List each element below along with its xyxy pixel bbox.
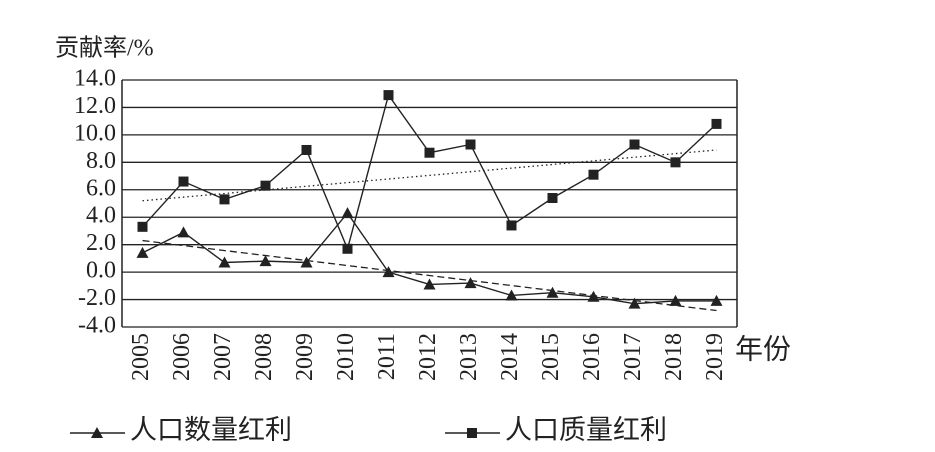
point — [219, 194, 230, 205]
y-axis-label: 贡献率/% — [55, 35, 154, 62]
series-line — [142, 211, 717, 305]
x-tick-label: 2007 — [210, 333, 236, 381]
point — [259, 255, 272, 267]
point — [300, 256, 313, 268]
x-tick-label: 2012 — [415, 333, 441, 381]
point — [178, 176, 189, 187]
y-tick-label: -4.0 — [78, 313, 116, 339]
point — [465, 139, 476, 150]
point — [670, 157, 681, 168]
x-tick-label: 2010 — [333, 333, 359, 381]
x-tick-label: 2009 — [292, 333, 318, 381]
series-line — [141, 93, 717, 251]
x-tick-label: 2011 — [374, 333, 400, 380]
legend-label: 人口质量红利 — [505, 415, 667, 445]
point — [588, 169, 599, 180]
point — [177, 226, 190, 238]
point — [341, 207, 354, 219]
x-tick-label: 2006 — [169, 333, 195, 381]
point — [424, 147, 435, 158]
point — [301, 144, 312, 155]
x-tick-label: 2017 — [620, 333, 646, 381]
point — [587, 290, 600, 302]
y-tick-label: 14.0 — [74, 66, 116, 92]
y-tick-label: 8.0 — [86, 148, 116, 174]
x-tick-label: 2005 — [128, 333, 154, 381]
point — [342, 243, 353, 254]
point — [260, 180, 271, 191]
point — [464, 277, 477, 289]
y-tick-label: 12.0 — [74, 93, 116, 119]
y-tick-label: 0.0 — [86, 258, 116, 284]
legend-marker — [91, 427, 103, 438]
point — [383, 90, 394, 101]
y-tick-label: 10.0 — [74, 120, 116, 146]
x-tick-label: 2014 — [497, 333, 523, 381]
x-tick-label: 2016 — [579, 333, 605, 381]
x-tick-label: 2015 — [538, 333, 564, 381]
point — [137, 221, 148, 232]
trend-line — [142, 239, 717, 312]
point — [669, 294, 682, 306]
point — [547, 193, 558, 204]
x-tick-label: 2013 — [456, 333, 482, 381]
point — [218, 256, 231, 268]
y-tick-label: 6.0 — [86, 175, 116, 201]
legend-label: 人口数量红利 — [130, 415, 292, 445]
x-tick-label: 2019 — [702, 333, 728, 381]
point — [628, 297, 641, 309]
point — [382, 266, 395, 278]
legend-marker — [467, 428, 477, 438]
y-tick-label: 4.0 — [86, 203, 116, 229]
point — [546, 286, 559, 298]
point — [505, 289, 518, 301]
point — [629, 139, 640, 150]
x-tick-label: 2008 — [251, 333, 277, 381]
y-tick-label: 2.0 — [86, 230, 116, 256]
trend-line — [142, 149, 717, 202]
point — [423, 278, 436, 290]
point — [711, 118, 722, 129]
point — [506, 220, 517, 231]
point — [136, 246, 149, 258]
y-tick-label: -2.0 — [78, 285, 116, 311]
x-axis-label: 年份 — [735, 333, 791, 365]
x-tick-label: 2018 — [661, 333, 687, 381]
point — [710, 294, 723, 306]
